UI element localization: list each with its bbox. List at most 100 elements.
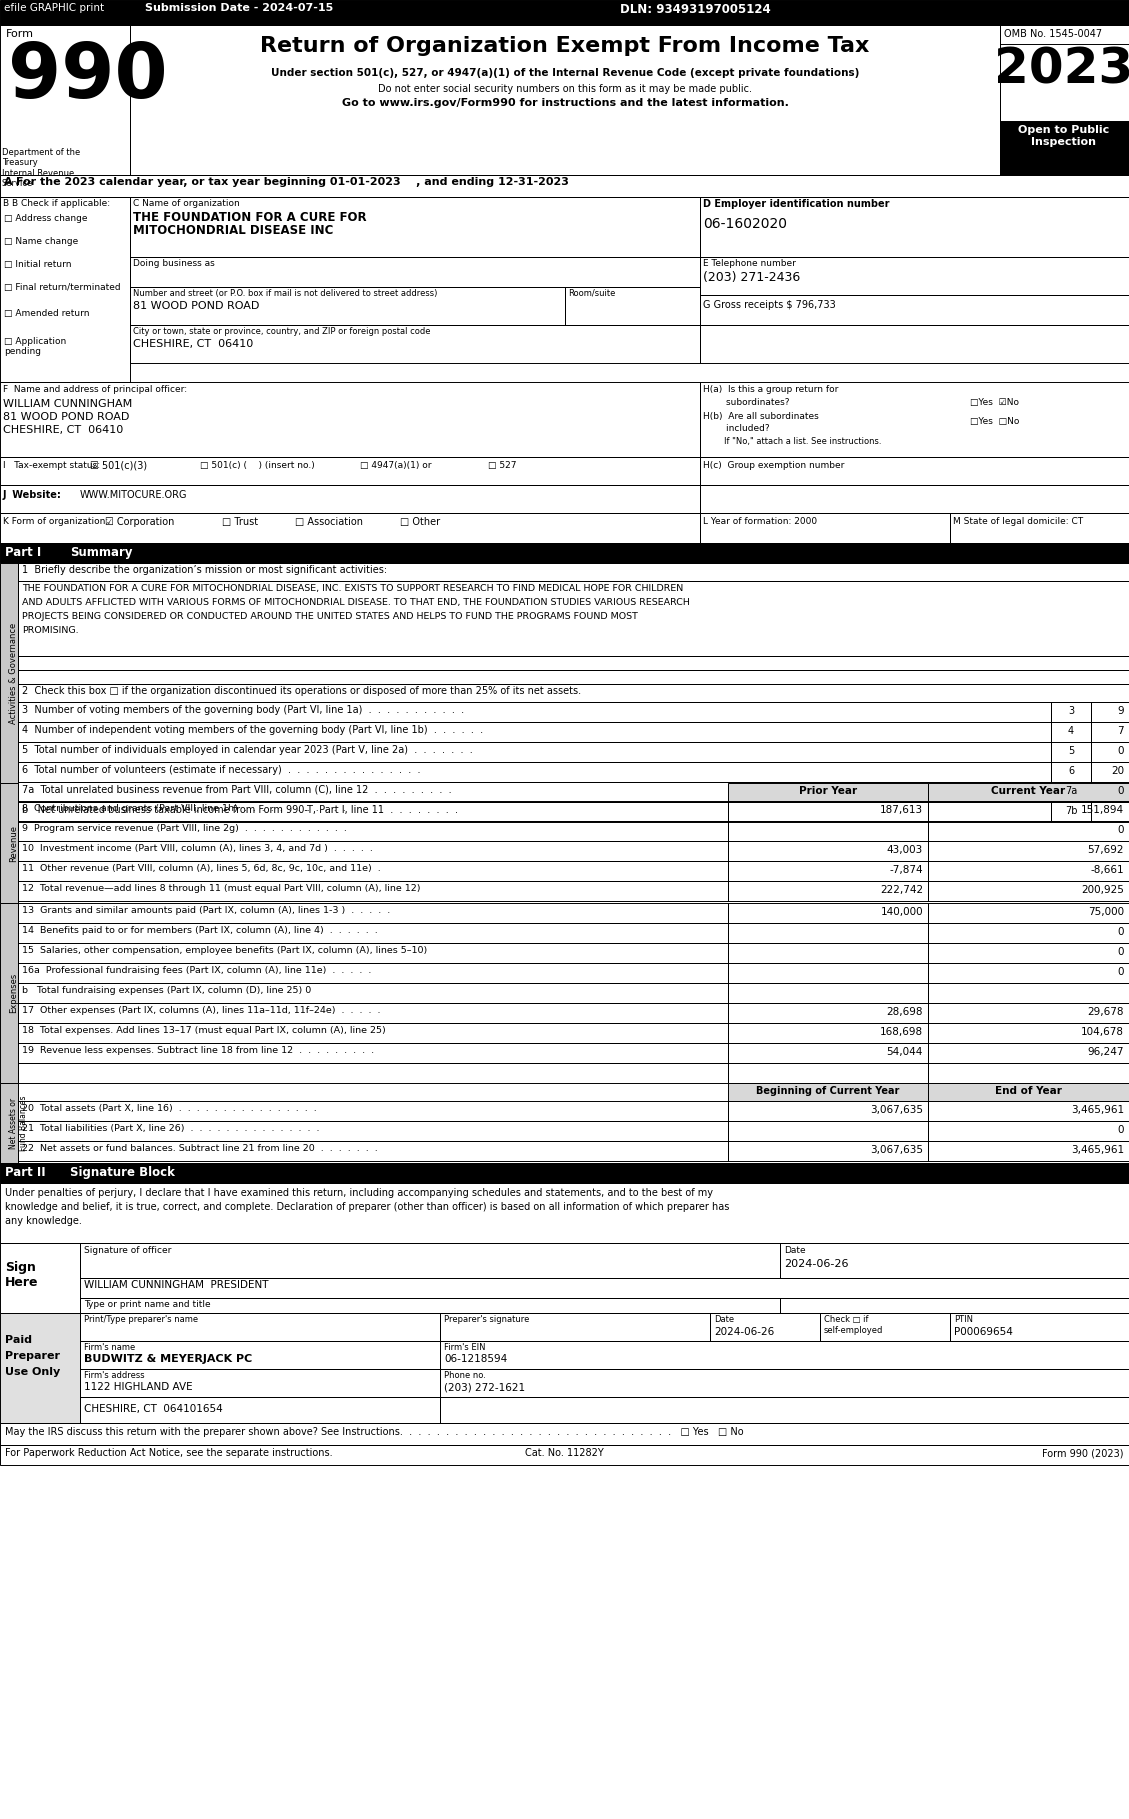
Bar	[700, 196, 1129, 256]
Bar	[0, 564, 18, 782]
Text: End of Year: End of Year	[995, 1086, 1061, 1097]
Text: 7b: 7b	[1065, 806, 1077, 817]
Text: Print/Type preparer's name: Print/Type preparer's name	[84, 1315, 198, 1324]
Text: L Year of formation: 2000: L Year of formation: 2000	[703, 517, 817, 526]
Bar	[928, 880, 1129, 900]
Text: 990: 990	[8, 40, 167, 115]
Text: □ Name change: □ Name change	[5, 236, 78, 246]
Text: □ Initial return: □ Initial return	[5, 260, 71, 269]
Bar	[928, 922, 1129, 942]
Bar	[700, 326, 1129, 364]
Text: efile GRAPHIC print: efile GRAPHIC print	[5, 4, 104, 13]
Text: 0: 0	[1118, 746, 1124, 757]
Text: Phone no.: Phone no.	[444, 1372, 485, 1381]
Bar	[18, 742, 1051, 762]
Bar	[18, 820, 728, 840]
Text: □ Amended return: □ Amended return	[5, 309, 89, 318]
Bar	[1000, 25, 1129, 175]
Text: 2  Check this box □ if the organization discontinued its operations or disposed : 2 Check this box □ if the organization d…	[21, 686, 581, 697]
Text: 187,613: 187,613	[879, 806, 924, 815]
Bar	[928, 1042, 1129, 1062]
Text: □ Application
pending: □ Application pending	[5, 337, 67, 357]
Text: OMB No. 1545-0047: OMB No. 1545-0047	[1004, 29, 1102, 38]
Bar	[728, 942, 928, 962]
Text: 0: 0	[1118, 928, 1124, 937]
Bar	[18, 684, 1129, 702]
Bar	[728, 982, 928, 1002]
Bar	[728, 1100, 928, 1121]
Text: knowledge and belief, it is true, correct, and complete. Declaration of preparer: knowledge and belief, it is true, correc…	[5, 1202, 729, 1211]
Bar	[928, 820, 1129, 840]
Text: □ Association: □ Association	[295, 517, 364, 528]
Bar	[728, 1082, 928, 1100]
Text: B B Check if applicable:: B B Check if applicable:	[3, 198, 111, 207]
Bar	[728, 1042, 928, 1062]
Text: BUDWITZ & MEYERJACK PC: BUDWITZ & MEYERJACK PC	[84, 1353, 252, 1364]
Bar	[18, 962, 728, 982]
Bar	[130, 196, 700, 256]
Text: WILLIAM CUNNINGHAM: WILLIAM CUNNINGHAM	[3, 398, 132, 409]
Text: 0: 0	[1118, 786, 1124, 797]
Text: Prior Year: Prior Year	[799, 786, 857, 797]
Text: Part I: Part I	[5, 546, 42, 558]
Text: Date: Date	[784, 1246, 806, 1255]
Bar	[949, 1313, 1129, 1341]
Bar	[728, 840, 928, 860]
Text: Signature of officer: Signature of officer	[84, 1246, 172, 1255]
Bar	[18, 762, 1051, 782]
Text: 16a  Professional fundraising fees (Part IX, column (A), line 11e)  .  .  .  .  : 16a Professional fundraising fees (Part …	[21, 966, 371, 975]
Text: 5: 5	[1068, 746, 1074, 757]
Bar	[700, 457, 1129, 486]
Text: PROJECTS BEING CONSIDERED OR CONDUCTED AROUND THE UNITED STATES AND HELPS TO FUN: PROJECTS BEING CONSIDERED OR CONDUCTED A…	[21, 611, 638, 620]
Bar	[18, 982, 728, 1002]
Bar	[18, 902, 728, 922]
Bar	[728, 800, 928, 820]
Bar	[728, 962, 928, 982]
Text: Date: Date	[714, 1315, 734, 1324]
Text: 168,698: 168,698	[879, 1028, 924, 1037]
Bar	[928, 800, 1129, 820]
Text: H(c)  Group exemption number: H(c) Group exemption number	[703, 460, 844, 469]
Bar	[0, 486, 700, 513]
Text: CHESHIRE, CT  06410: CHESHIRE, CT 06410	[133, 338, 253, 349]
Text: 8  Contributions and grants (Part VIII, line 1h)  .  .  .  .  .  .  .  .  .  .  : 8 Contributions and grants (Part VIII, l…	[21, 804, 345, 813]
Text: M State of legal domicile: CT: M State of legal domicile: CT	[953, 517, 1083, 526]
Bar	[0, 513, 700, 544]
Bar	[700, 295, 1129, 326]
Bar	[130, 256, 700, 287]
Bar	[80, 1370, 440, 1397]
Bar	[18, 1121, 728, 1141]
Text: May the IRS discuss this return with the preparer shown above? See Instructions.: May the IRS discuss this return with the…	[5, 1426, 744, 1437]
Bar	[80, 1397, 440, 1422]
Bar	[728, 1002, 928, 1022]
Bar	[80, 1299, 780, 1313]
Text: 29,678: 29,678	[1087, 1008, 1124, 1017]
Text: DLN: 93493197005124: DLN: 93493197005124	[620, 4, 771, 16]
Bar	[0, 782, 18, 902]
Text: □ Trust: □ Trust	[222, 517, 259, 528]
Bar	[440, 1313, 710, 1341]
Bar	[928, 782, 1129, 800]
Bar	[728, 1141, 928, 1161]
Bar	[928, 840, 1129, 860]
Text: Type or print name and title: Type or print name and title	[84, 1301, 211, 1310]
Text: 06-1602020: 06-1602020	[703, 216, 787, 231]
Text: Preparer's signature: Preparer's signature	[444, 1315, 530, 1324]
Text: b   Total fundraising expenses (Part IX, column (D), line 25) 0: b Total fundraising expenses (Part IX, c…	[21, 986, 312, 995]
Bar	[928, 962, 1129, 982]
Bar	[18, 782, 1051, 802]
Bar	[0, 1182, 1129, 1242]
Text: Beginning of Current Year: Beginning of Current Year	[756, 1086, 900, 1097]
Bar	[700, 256, 1129, 295]
Text: 140,000: 140,000	[881, 908, 924, 917]
Text: □Yes  ☑No: □Yes ☑No	[970, 398, 1019, 407]
Text: Submission Date - 2024-07-15: Submission Date - 2024-07-15	[145, 4, 333, 13]
Bar	[928, 1082, 1129, 1100]
Bar	[0, 1242, 80, 1313]
Text: 9: 9	[1118, 706, 1124, 717]
Text: CHESHIRE, CT  064101654: CHESHIRE, CT 064101654	[84, 1404, 222, 1413]
Text: □ 527: □ 527	[488, 460, 516, 469]
Bar	[1051, 742, 1091, 762]
Text: WWW.MITOCURE.ORG: WWW.MITOCURE.ORG	[80, 489, 187, 500]
Text: 7a: 7a	[1065, 786, 1077, 797]
